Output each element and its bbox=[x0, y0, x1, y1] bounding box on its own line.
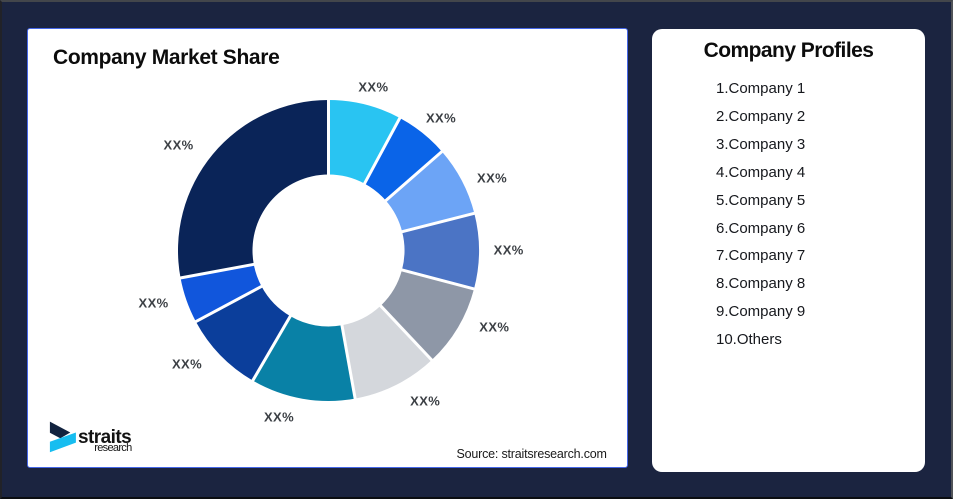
svg-text:straits: straits bbox=[78, 427, 131, 448]
svg-text:research: research bbox=[94, 442, 132, 454]
